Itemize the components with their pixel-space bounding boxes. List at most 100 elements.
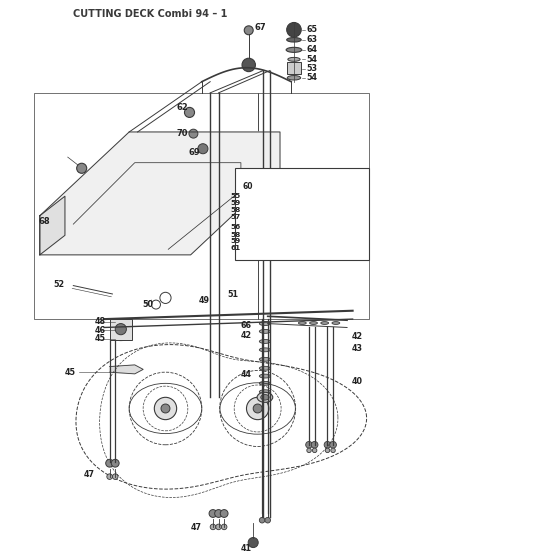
Text: 70: 70 [176,129,188,138]
Circle shape [216,524,221,530]
Bar [235,168,370,260]
Circle shape [253,404,262,413]
Circle shape [330,441,337,448]
Ellipse shape [259,366,270,370]
Ellipse shape [332,321,340,324]
Text: 59: 59 [231,239,241,245]
Circle shape [214,510,222,517]
Circle shape [235,213,246,224]
Ellipse shape [287,76,301,80]
Ellipse shape [259,374,270,378]
Text: 59: 59 [231,200,241,206]
Circle shape [259,517,265,523]
Circle shape [248,538,258,548]
Circle shape [184,108,194,118]
Ellipse shape [259,339,270,343]
Text: 47: 47 [190,523,202,532]
Circle shape [106,459,114,467]
Circle shape [220,510,228,517]
Text: 47: 47 [83,470,95,479]
Text: 54: 54 [307,55,318,64]
Circle shape [265,517,270,523]
Circle shape [312,448,317,452]
Circle shape [246,397,269,419]
Ellipse shape [115,320,127,324]
Text: 42: 42 [352,333,363,342]
Circle shape [340,213,351,224]
Text: 58: 58 [231,232,241,238]
Text: 56: 56 [231,225,241,231]
Ellipse shape [257,393,273,402]
Circle shape [209,510,217,517]
Ellipse shape [115,328,127,332]
Ellipse shape [259,348,270,352]
Text: 60: 60 [242,181,253,190]
Text: 50: 50 [142,300,153,309]
Ellipse shape [318,216,326,222]
Circle shape [198,144,208,154]
Bar [110,319,132,340]
Text: 64: 64 [307,45,318,54]
Ellipse shape [259,321,270,325]
Circle shape [161,404,170,413]
Text: 54: 54 [307,73,318,82]
Circle shape [210,524,216,530]
Text: 41: 41 [241,544,252,553]
Circle shape [325,448,330,452]
Text: 69: 69 [188,148,200,157]
Text: 40: 40 [352,377,362,386]
Ellipse shape [298,321,306,324]
Ellipse shape [259,390,270,394]
Polygon shape [40,196,65,255]
Text: 61: 61 [231,245,241,251]
Text: 55: 55 [231,193,241,199]
Text: 58: 58 [231,207,241,213]
Text: 52: 52 [54,280,65,289]
Bar [287,62,301,74]
Circle shape [111,459,119,467]
Text: 42: 42 [241,332,252,340]
Ellipse shape [310,321,318,324]
Text: 68: 68 [39,217,50,226]
Ellipse shape [321,321,329,324]
Circle shape [113,474,118,479]
Ellipse shape [288,57,300,61]
Circle shape [115,324,127,335]
Ellipse shape [286,48,302,53]
Circle shape [307,448,311,452]
Text: CUTTING DECK Combi 94 – 1: CUTTING DECK Combi 94 – 1 [73,9,228,19]
Circle shape [311,441,318,448]
Circle shape [77,164,87,173]
Circle shape [221,524,227,530]
Text: 49: 49 [199,296,210,305]
Ellipse shape [115,337,127,340]
Circle shape [242,58,255,72]
Polygon shape [110,365,143,374]
Circle shape [331,448,335,452]
Text: 46: 46 [95,326,105,335]
Text: 44: 44 [241,371,252,380]
Text: 63: 63 [307,35,318,44]
Text: 67: 67 [255,23,267,32]
Text: 48: 48 [95,318,106,326]
Text: 62: 62 [176,104,188,113]
Ellipse shape [287,38,301,42]
Text: 45: 45 [65,368,76,377]
Ellipse shape [261,394,269,400]
Circle shape [189,129,198,138]
Polygon shape [40,132,280,255]
Circle shape [244,26,253,35]
Circle shape [306,441,312,448]
Ellipse shape [259,357,270,361]
Text: 66: 66 [241,321,252,330]
Circle shape [324,441,331,448]
Text: 43: 43 [352,344,362,353]
Circle shape [155,397,176,419]
Circle shape [287,22,301,37]
Text: 45: 45 [95,334,105,343]
Text: 57: 57 [231,214,241,220]
Ellipse shape [259,381,270,385]
Circle shape [107,474,113,479]
Text: 53: 53 [307,64,318,73]
Ellipse shape [259,329,270,333]
